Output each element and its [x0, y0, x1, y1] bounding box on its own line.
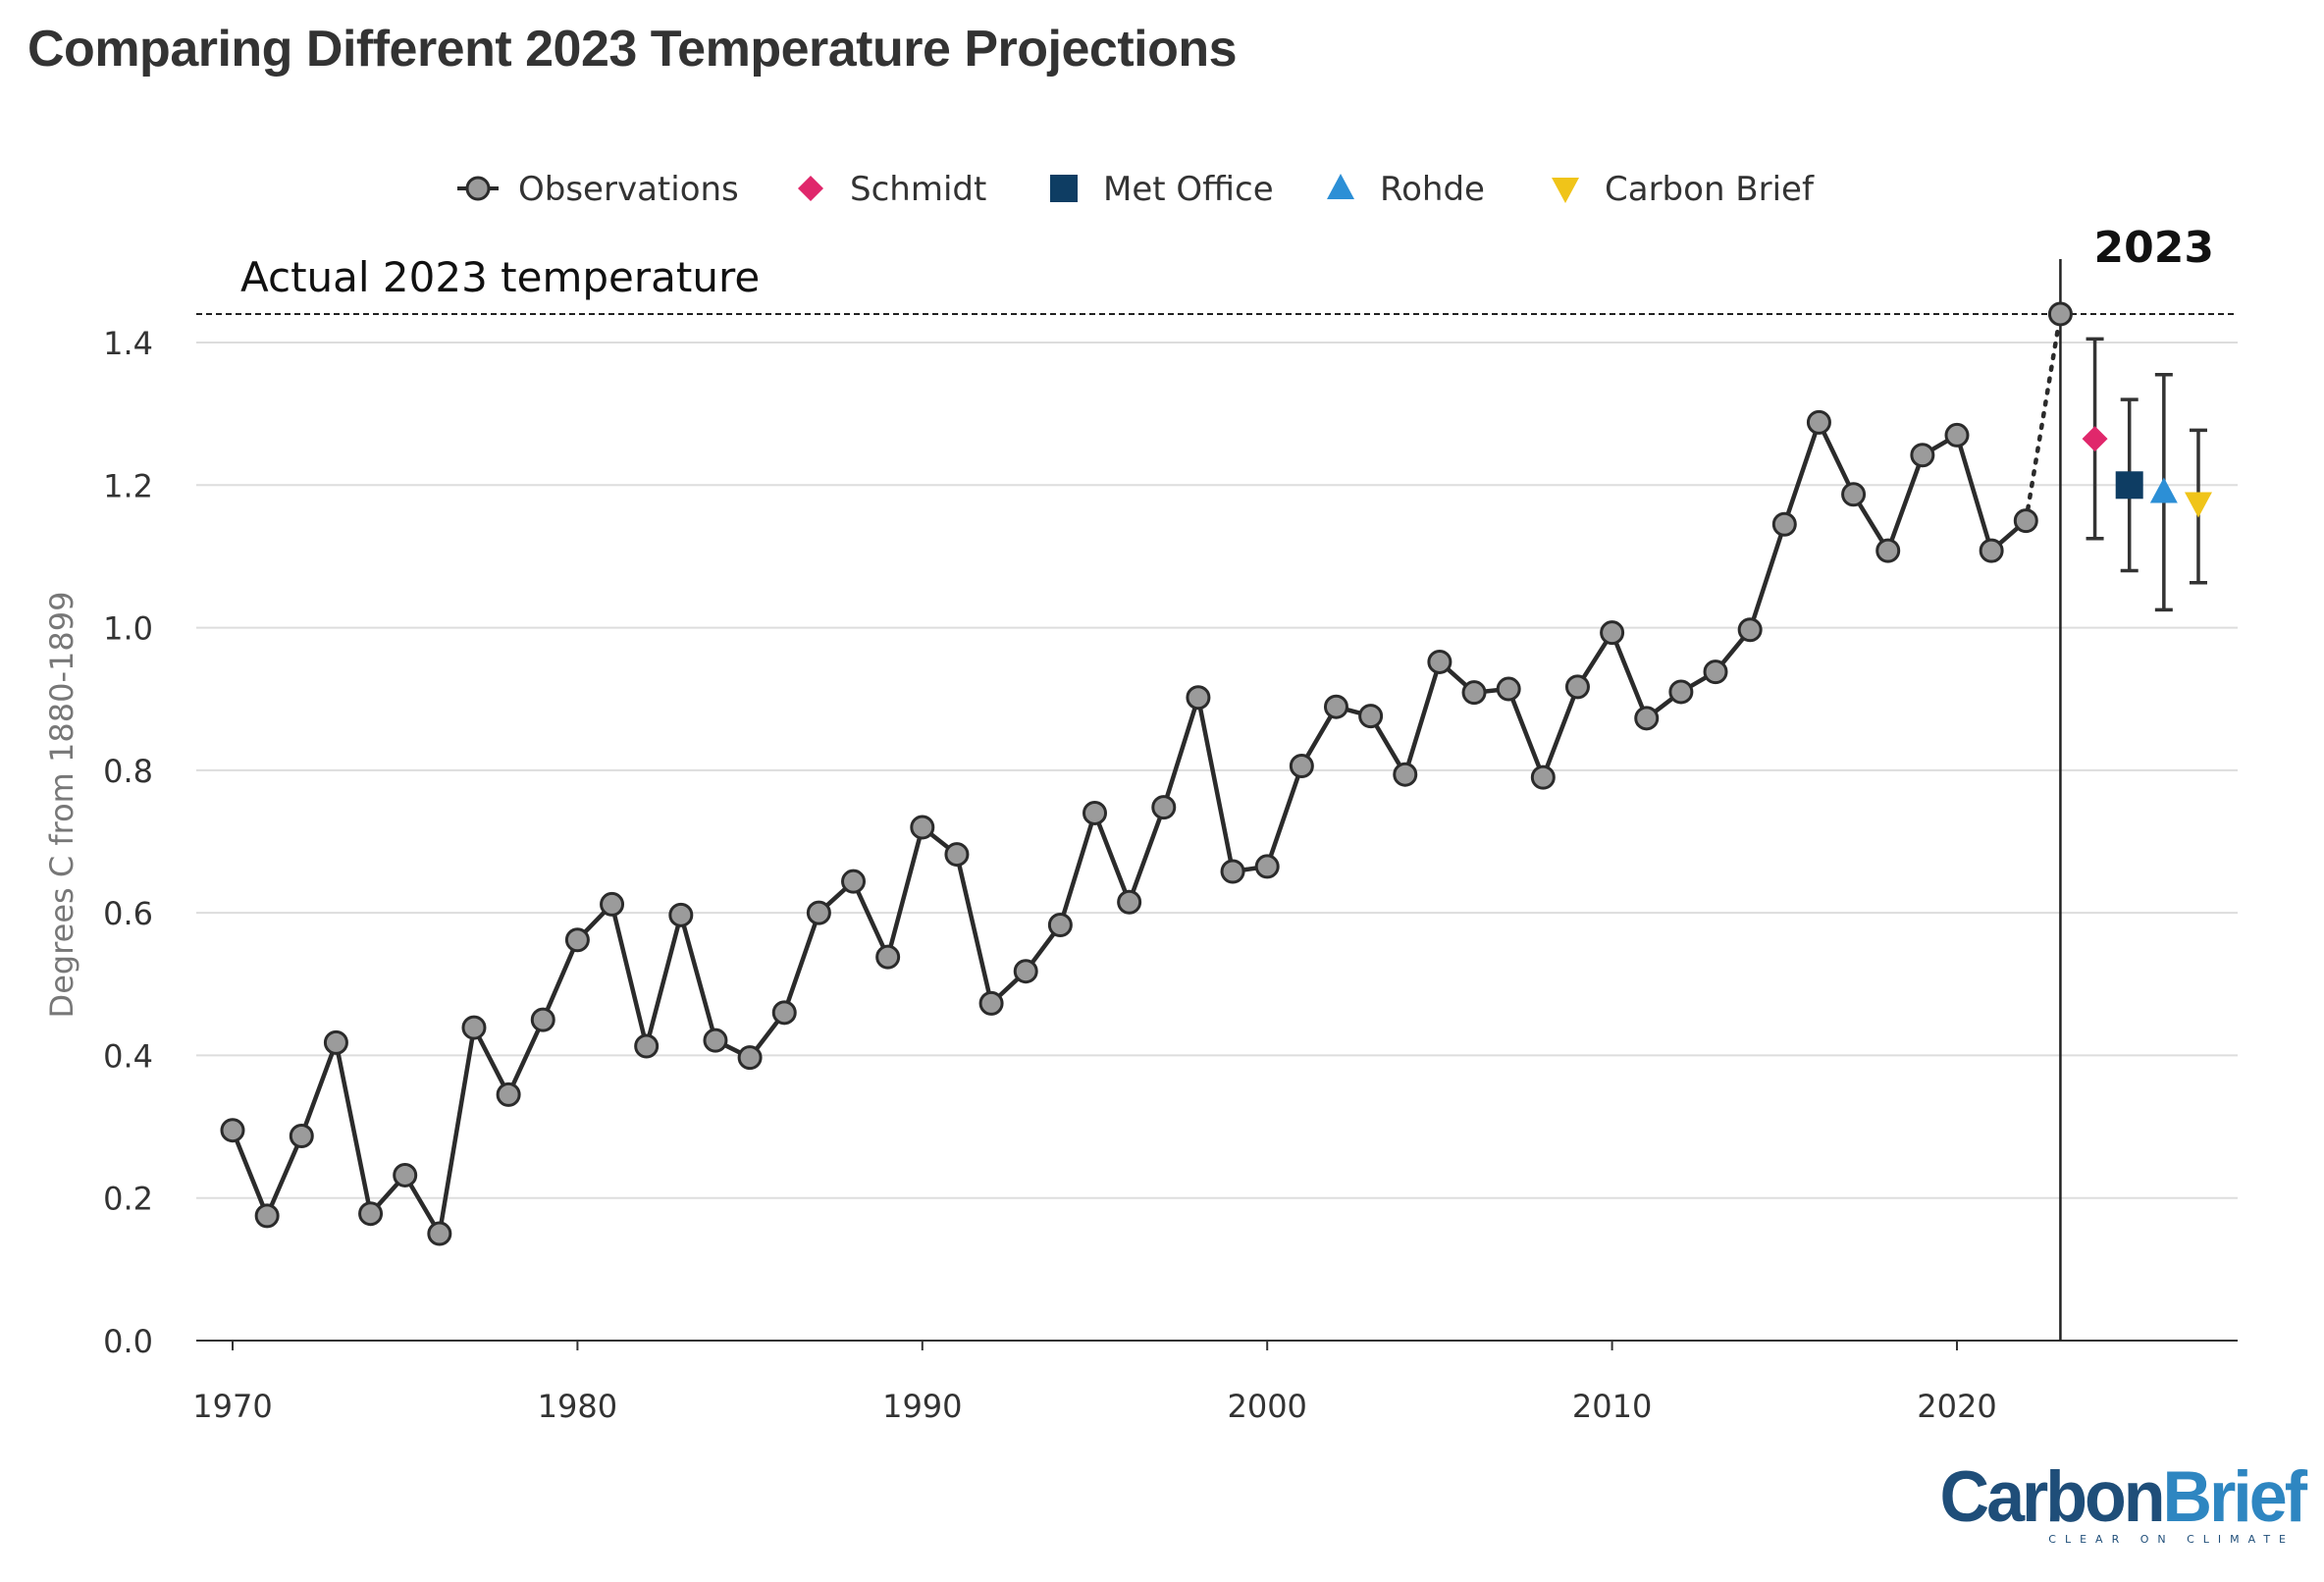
observation-point	[703, 1028, 728, 1053]
observation-point	[944, 842, 970, 868]
observation-point	[2047, 301, 2073, 327]
observation-point	[1427, 649, 1452, 674]
observation-point	[1979, 538, 2004, 563]
observation-point	[771, 1000, 797, 1026]
met-office-projection-marker	[2115, 471, 2143, 500]
observation-point	[461, 1015, 487, 1040]
observation-point	[1841, 482, 1867, 507]
observation-point	[1564, 674, 1590, 700]
x-tick-label: 2020	[1917, 1388, 1996, 1425]
legend-schmidt-marker	[798, 176, 823, 201]
observation-point	[978, 990, 1004, 1016]
x-tick-label: 2000	[1227, 1388, 1306, 1425]
observation-point	[393, 1162, 418, 1187]
observation-point	[841, 869, 867, 894]
y-tick-label: 1.0	[103, 610, 153, 648]
observation-point	[1771, 511, 1797, 537]
projections	[2082, 337, 2212, 612]
legend-carbon-brief-marker	[1552, 178, 1579, 203]
observation-point	[254, 1203, 280, 1229]
observation-point	[1668, 679, 1694, 705]
observation-point	[1254, 854, 1280, 879]
schmidt-projection-marker	[2082, 426, 2108, 452]
observation-point	[1875, 538, 1901, 563]
observation-point	[806, 900, 831, 925]
y-tick-label: 1.2	[103, 467, 153, 504]
observation-point	[530, 1007, 555, 1032]
observation-point	[1634, 706, 1660, 731]
observation-point	[220, 1118, 245, 1143]
legend-carbon-brief-label: Carbon Brief	[1605, 170, 1815, 209]
reference-line-label: Actual 2023 temperature	[240, 253, 760, 301]
legend-rohde-label: Rohde	[1380, 170, 1485, 209]
logo-tagline: CLEAR ON CLIMATE	[2048, 1533, 2295, 1546]
observation-point	[1083, 800, 1107, 825]
observation-point	[1600, 620, 1625, 646]
observation-point	[1496, 676, 1521, 702]
rohde-projection-marker	[2149, 477, 2178, 503]
observation-point	[1047, 912, 1073, 937]
observation-point	[875, 944, 901, 970]
observation-point	[2013, 508, 2038, 534]
legend-met-office-label: Met Office	[1103, 170, 1274, 209]
observation-point	[910, 815, 935, 840]
observation-point	[1289, 753, 1314, 778]
observation-point	[634, 1033, 660, 1059]
y-tick-label: 0.0	[103, 1323, 153, 1360]
gridlines	[196, 342, 2238, 1199]
legend-met-office-marker	[1050, 175, 1078, 202]
legend: Observations Schmidt Met Office Rohde Carbon…	[457, 170, 1815, 209]
y-tick-label: 1.4	[103, 325, 153, 362]
observation-point	[1393, 762, 1418, 787]
observation-point	[737, 1045, 763, 1071]
observation-point	[1910, 443, 1935, 468]
observation-point	[1530, 765, 1556, 790]
observation-point	[1323, 694, 1348, 719]
observation-point	[1737, 617, 1763, 643]
observation-point	[1220, 859, 1245, 884]
reference-lines: Actual 2023 temperature 2023	[196, 223, 2238, 1341]
legend-observations-marker	[465, 176, 491, 201]
y-tick-label: 0.4	[103, 1037, 153, 1075]
observations-2023-connector	[2024, 311, 2063, 523]
year-2023-label: 2023	[2094, 223, 2214, 273]
observation-point	[1461, 680, 1487, 706]
x-tick-label: 1990	[882, 1388, 962, 1425]
observation-point	[358, 1201, 384, 1227]
chart-title: Comparing Different 2023 Temperature Pro…	[27, 21, 1238, 78]
carbon-brief-logo: CarbonBrief CLEAR ON CLIMATE	[1940, 1460, 2307, 1546]
observation-point	[1806, 409, 1831, 435]
observation-point	[1358, 704, 1384, 729]
observation-point	[496, 1081, 521, 1107]
legend-schmidt-label: Schmidt	[850, 170, 986, 209]
y-tick-label: 0.6	[103, 895, 153, 932]
observation-point	[564, 927, 590, 953]
observations-series	[220, 301, 2073, 1246]
carbon-brief-projection-marker	[2184, 492, 2212, 518]
legend-observations-label: Observations	[518, 170, 739, 209]
axes: 0.0 0.2 0.4 0.6 0.8 1.0 1.2 1.4 1970 1980 1990 2000…	[43, 325, 2238, 1425]
logo-word-brief: Brief	[2162, 1456, 2307, 1537]
observation-point	[1117, 889, 1142, 915]
y-tick-label: 0.2	[103, 1181, 153, 1218]
x-tick-label: 1970	[192, 1388, 272, 1425]
logo-word-carbon: Carbon	[1939, 1456, 2166, 1537]
observation-point	[1186, 685, 1211, 711]
observation-point	[1944, 422, 1970, 448]
observation-point	[323, 1029, 348, 1055]
observation-point	[668, 902, 694, 927]
observation-point	[289, 1124, 314, 1149]
y-tick-label: 0.8	[103, 753, 153, 790]
legend-rohde-marker	[1327, 174, 1354, 199]
observation-point	[600, 891, 625, 917]
observation-point	[1703, 659, 1728, 685]
observation-point	[427, 1221, 452, 1246]
observations-line	[230, 420, 2028, 1237]
x-tick-label: 2010	[1572, 1388, 1652, 1425]
observation-point	[1013, 959, 1038, 984]
y-axis-title: Degrees C from 1880-1899	[43, 592, 80, 1019]
observation-point	[1151, 795, 1177, 820]
x-tick-label: 1980	[538, 1388, 617, 1425]
